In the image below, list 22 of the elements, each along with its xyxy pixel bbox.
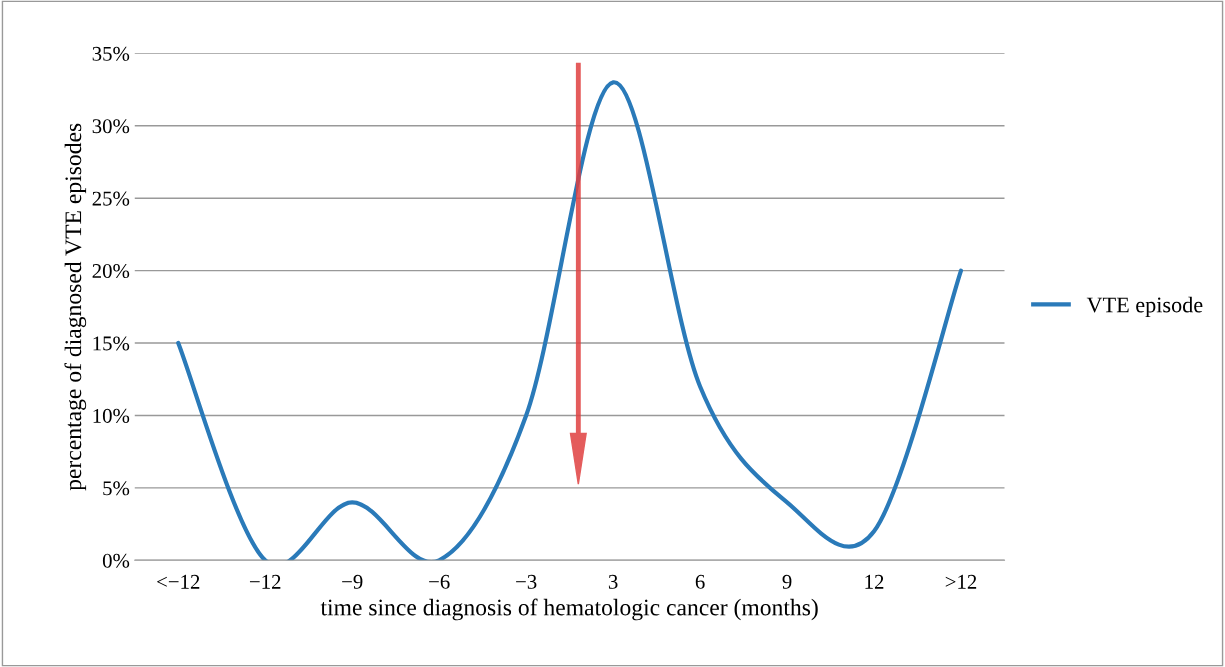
y-axis-title: percentage of diagnosed VTE episodes bbox=[64, 123, 87, 491]
x-tick-label: −12 bbox=[249, 574, 281, 589]
x-tick-label: 6 bbox=[695, 574, 705, 589]
y-tick-label: 5% bbox=[103, 481, 130, 496]
legend-label: VTE episode bbox=[1086, 296, 1203, 317]
y-tick-label: 35% bbox=[92, 46, 130, 61]
y-tick-label: 10% bbox=[93, 408, 130, 423]
x-tick-label: >12 bbox=[945, 574, 977, 589]
x-tick-label: −3 bbox=[516, 574, 537, 589]
y-tick-label: 0% bbox=[102, 553, 130, 568]
x-tick-label: 12 bbox=[865, 574, 884, 589]
y-tick-label: 15% bbox=[93, 336, 130, 351]
x-tick-label: −9 bbox=[342, 574, 363, 589]
y-tick-label: 20% bbox=[92, 263, 130, 279]
x-tick-label: −6 bbox=[429, 574, 450, 589]
x-tick-label: 3 bbox=[608, 574, 618, 589]
x-tick-label: 9 bbox=[782, 574, 792, 589]
line-series bbox=[176, 80, 964, 561]
x-tick-label: <−12 bbox=[157, 574, 200, 589]
x-axis-title: time since diagnosis of hematologic cancer (months) bbox=[320, 598, 818, 621]
y-tick-label: 30% bbox=[92, 119, 130, 134]
y-tick-label: 25% bbox=[92, 191, 130, 206]
